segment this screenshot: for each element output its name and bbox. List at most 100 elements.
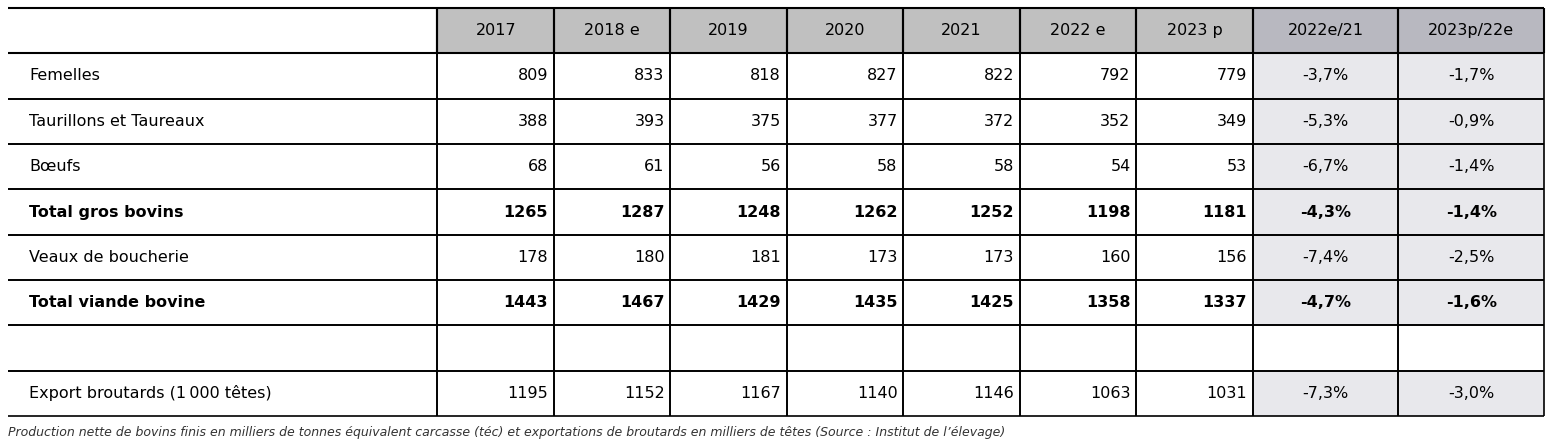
- Bar: [1252, 325, 1398, 371]
- Bar: [1020, 99, 1136, 144]
- Bar: [670, 371, 787, 416]
- Bar: [670, 99, 787, 144]
- Text: 2023 p: 2023 p: [1167, 23, 1223, 38]
- Bar: [554, 371, 670, 416]
- Text: -4,3%: -4,3%: [1301, 205, 1352, 219]
- Text: 181: 181: [750, 250, 781, 265]
- Bar: [438, 280, 554, 325]
- Bar: [1398, 99, 1544, 144]
- Bar: [1136, 280, 1252, 325]
- Text: 1140: 1140: [857, 386, 897, 401]
- Bar: [1136, 144, 1252, 190]
- Bar: [903, 144, 1020, 190]
- Text: 160: 160: [1100, 250, 1130, 265]
- Text: 173: 173: [984, 250, 1013, 265]
- Text: Taurillons et Taureaux: Taurillons et Taureaux: [29, 114, 205, 129]
- Bar: [1252, 144, 1398, 190]
- Text: -1,4%: -1,4%: [1448, 159, 1495, 174]
- Text: Production nette de bovins finis en milliers de tonnes équivalent carcasse (téc): Production nette de bovins finis en mill…: [8, 426, 1006, 439]
- Bar: [670, 235, 787, 280]
- Text: 178: 178: [517, 250, 548, 265]
- Text: 54: 54: [1110, 159, 1130, 174]
- Bar: [787, 235, 903, 280]
- Bar: [1020, 280, 1136, 325]
- Text: -1,7%: -1,7%: [1448, 69, 1495, 83]
- Bar: [1136, 8, 1252, 54]
- Text: -4,7%: -4,7%: [1301, 295, 1352, 310]
- Text: 2022e/21: 2022e/21: [1288, 23, 1364, 38]
- Bar: [903, 371, 1020, 416]
- Bar: [1398, 54, 1544, 99]
- Text: -2,5%: -2,5%: [1448, 250, 1495, 265]
- Text: Veaux de boucherie: Veaux de boucherie: [29, 250, 189, 265]
- Text: -5,3%: -5,3%: [1302, 114, 1349, 129]
- Bar: [8, 371, 438, 416]
- Text: 180: 180: [635, 250, 664, 265]
- Bar: [1252, 280, 1398, 325]
- Text: 1425: 1425: [970, 295, 1013, 310]
- Text: 1337: 1337: [1203, 295, 1246, 310]
- Bar: [1252, 99, 1398, 144]
- Text: -7,4%: -7,4%: [1302, 250, 1349, 265]
- Bar: [1398, 280, 1544, 325]
- Bar: [1252, 190, 1398, 235]
- Text: 2019: 2019: [708, 23, 750, 38]
- Bar: [1020, 325, 1136, 371]
- Bar: [8, 54, 438, 99]
- Bar: [438, 371, 554, 416]
- Bar: [1252, 235, 1398, 280]
- Bar: [787, 371, 903, 416]
- Text: 375: 375: [751, 114, 781, 129]
- Bar: [787, 280, 903, 325]
- Text: Export broutards (1 000 têtes): Export broutards (1 000 têtes): [29, 385, 272, 401]
- Bar: [438, 235, 554, 280]
- Bar: [670, 54, 787, 99]
- Bar: [903, 54, 1020, 99]
- Text: Bœufs: Bœufs: [29, 159, 81, 174]
- Bar: [1398, 371, 1544, 416]
- Text: 61: 61: [644, 159, 664, 174]
- Text: 1262: 1262: [854, 205, 897, 219]
- Text: 809: 809: [518, 69, 548, 83]
- Bar: [903, 190, 1020, 235]
- Bar: [554, 99, 670, 144]
- Text: 1467: 1467: [621, 295, 664, 310]
- Bar: [8, 280, 438, 325]
- Bar: [8, 235, 438, 280]
- Text: 792: 792: [1100, 69, 1130, 83]
- Text: 1429: 1429: [737, 295, 781, 310]
- Bar: [1252, 371, 1398, 416]
- Bar: [554, 190, 670, 235]
- Bar: [1020, 371, 1136, 416]
- Bar: [903, 99, 1020, 144]
- Text: -6,7%: -6,7%: [1302, 159, 1349, 174]
- Text: Total gros bovins: Total gros bovins: [29, 205, 185, 219]
- Bar: [8, 99, 438, 144]
- Bar: [903, 325, 1020, 371]
- Text: 1435: 1435: [854, 295, 897, 310]
- Bar: [1020, 144, 1136, 190]
- Text: -0,9%: -0,9%: [1448, 114, 1495, 129]
- Text: -3,7%: -3,7%: [1302, 69, 1349, 83]
- Bar: [903, 280, 1020, 325]
- Text: 1195: 1195: [508, 386, 548, 401]
- Bar: [1398, 190, 1544, 235]
- Text: 822: 822: [984, 69, 1013, 83]
- Text: 818: 818: [750, 69, 781, 83]
- Text: 2020: 2020: [826, 23, 866, 38]
- Text: 833: 833: [635, 69, 664, 83]
- Text: 1152: 1152: [624, 386, 664, 401]
- Bar: [554, 54, 670, 99]
- Bar: [1398, 235, 1544, 280]
- Text: 156: 156: [1217, 250, 1246, 265]
- Bar: [670, 280, 787, 325]
- Bar: [670, 325, 787, 371]
- Bar: [670, 8, 787, 54]
- Bar: [787, 144, 903, 190]
- Bar: [1020, 8, 1136, 54]
- Text: 1063: 1063: [1090, 386, 1130, 401]
- Text: 1167: 1167: [740, 386, 781, 401]
- Text: -1,6%: -1,6%: [1446, 295, 1496, 310]
- Text: 1248: 1248: [737, 205, 781, 219]
- Text: -1,4%: -1,4%: [1446, 205, 1496, 219]
